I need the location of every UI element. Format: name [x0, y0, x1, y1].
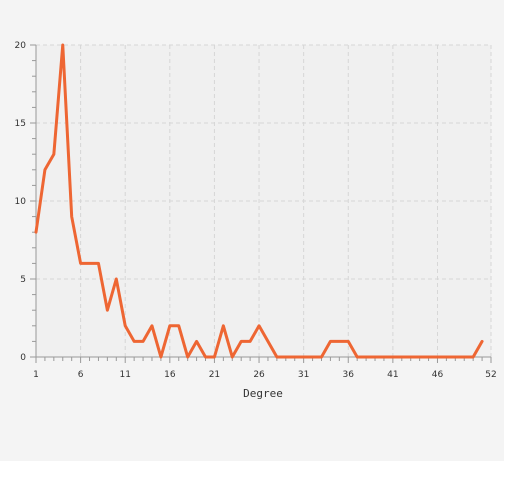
y-tick-label: 5	[20, 275, 26, 285]
grid-lines	[35, 44, 492, 358]
x-tick-label: 6	[78, 370, 84, 380]
x-tick-label: 11	[119, 370, 130, 380]
chart-panel: 1 6 11 16 21 26 31 36 41 46 52 0 5 10 15 20 Degree	[0, 0, 504, 461]
series-line	[34, 43, 484, 359]
x-tick-label: 36	[343, 370, 355, 380]
y-tick-label: 15	[15, 119, 26, 129]
y-tick-label: 0	[20, 353, 26, 363]
y-tick-label: 20	[15, 41, 27, 51]
x-tick-label: 1	[33, 370, 39, 380]
x-tick-label: 16	[164, 370, 176, 380]
x-tick-label: 41	[387, 370, 398, 380]
x-tick-label: 46	[432, 370, 444, 380]
y-tick-label: 10	[15, 197, 27, 207]
x-tick-label: 21	[209, 370, 220, 380]
series-layer	[34, 43, 484, 359]
x-tick-label: 31	[298, 370, 309, 380]
x-tick-label: 52	[485, 370, 496, 380]
x-tick-label: 26	[253, 370, 265, 380]
x-axis-title: Degree	[243, 387, 283, 400]
